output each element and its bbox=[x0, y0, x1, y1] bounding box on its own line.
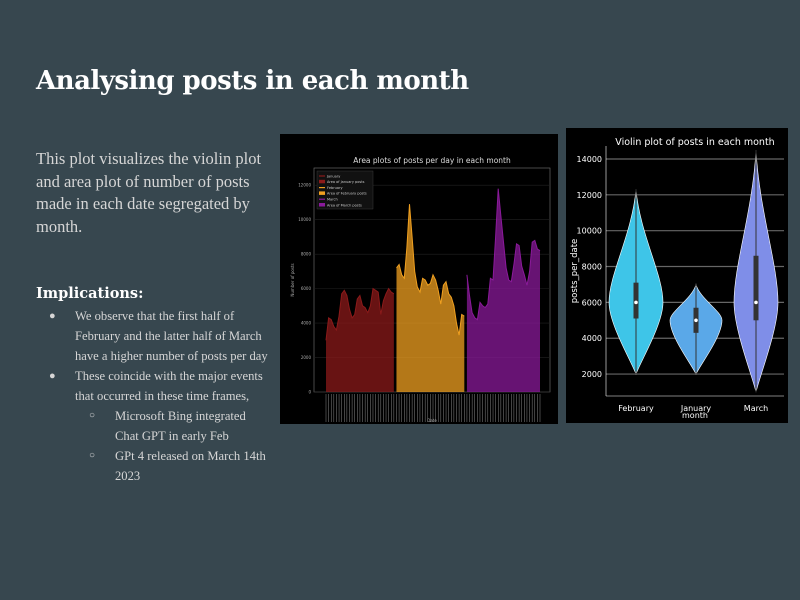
area-legend: January Area of January posts February Area… bbox=[316, 170, 374, 210]
violin-y-tick-label: 2000 bbox=[582, 370, 602, 379]
area-y-tick-label: 4000 bbox=[301, 321, 312, 326]
legend-label: Area of February posts bbox=[327, 192, 367, 196]
violin-x-tick-label: January bbox=[680, 404, 712, 413]
violin-x-tick-label: March bbox=[744, 404, 768, 413]
area-y-axis-label: Number of posts bbox=[290, 263, 295, 296]
violin-y-tick-label: 14000 bbox=[577, 155, 602, 164]
bullet-item: ● We observe that the first half of Febru… bbox=[36, 306, 271, 366]
sub-bullet-item: ○ Microsoft Bing integrated Chat GPT in e… bbox=[75, 406, 271, 446]
violin-y-tick-label: 12000 bbox=[577, 191, 602, 200]
sub-bullet-list: ○ Microsoft Bing integrated Chat GPT in e… bbox=[75, 406, 271, 486]
violin-y-tick-label: 10000 bbox=[577, 227, 602, 236]
area-line-february bbox=[396, 204, 465, 336]
legend-label: Area of January posts bbox=[327, 180, 365, 184]
violin-median-dot bbox=[754, 300, 758, 305]
area-y-tick-label: 0 bbox=[308, 390, 311, 395]
implications-heading: Implications: bbox=[36, 285, 144, 302]
sub-bullet-text: GPt 4 released on March 14th 2023 bbox=[115, 449, 266, 483]
violin-median-dot bbox=[694, 318, 698, 323]
intro-paragraph: This plot visualizes the violin plot and… bbox=[36, 149, 262, 236]
bullet-dot: ● bbox=[49, 370, 56, 382]
violin-chart-panel: 2000 4000 6000 8000 10000 12000 14000 February J… bbox=[566, 128, 788, 423]
violin-x-tick-label: February bbox=[618, 404, 654, 413]
slide-title: Analysing posts in each month bbox=[36, 66, 469, 96]
violin-y-tick-label: 8000 bbox=[582, 263, 602, 272]
legend-fill-swatch bbox=[319, 179, 325, 184]
legend-label: January bbox=[326, 174, 340, 178]
area-line-january bbox=[325, 287, 395, 341]
legend-fill-swatch bbox=[319, 203, 325, 207]
area-legend-box bbox=[316, 170, 374, 210]
area-y-tick-label: 6000 bbox=[301, 286, 312, 291]
area-fill-march bbox=[466, 188, 540, 392]
sub-bullet-item: ○ GPt 4 released on March 14th 2023 bbox=[75, 446, 271, 486]
legend-label: February bbox=[327, 186, 343, 190]
violin-chart: 2000 4000 6000 8000 10000 12000 14000 February J… bbox=[570, 137, 784, 420]
violin-median-dot bbox=[634, 300, 638, 305]
sub-bullet-text: Microsoft Bing integrated Chat GPT in ea… bbox=[115, 409, 246, 443]
sub-bullet-circle: ○ bbox=[89, 410, 96, 421]
legend-label: March bbox=[327, 198, 338, 202]
area-chart-title: Area plots of posts per day in each mont… bbox=[353, 156, 511, 165]
area-chart-panel: 0 2000 4000 6000 8000 10000 12000 Area plots of… bbox=[280, 134, 558, 424]
area-y-tick-label: 8000 bbox=[301, 252, 312, 257]
bullet-text: We observe that the first half of Februa… bbox=[75, 309, 268, 363]
area-y-tick-label: 12000 bbox=[298, 183, 311, 188]
area-fill-february bbox=[396, 204, 465, 392]
violin-iqr-box bbox=[753, 255, 759, 321]
area-fill-january bbox=[326, 288, 394, 392]
area-x-axis-label: Date bbox=[427, 418, 437, 423]
legend-fill-swatch bbox=[319, 191, 325, 195]
area-line-march bbox=[466, 188, 541, 321]
area-y-tick-label: 10000 bbox=[298, 217, 311, 222]
area-chart: 0 2000 4000 6000 8000 10000 12000 Area plots of… bbox=[290, 156, 551, 423]
implications-list: ● We observe that the first half of Febru… bbox=[36, 306, 271, 486]
bullet-item: ● These coincide with the major events th… bbox=[36, 366, 271, 486]
violin-y-axis-label: posts_per_date bbox=[570, 239, 580, 304]
area-y-tick-label: 2000 bbox=[301, 355, 312, 360]
violin-chart-title: Violin plot of posts in each month bbox=[615, 137, 774, 148]
sub-bullet-circle: ○ bbox=[89, 450, 96, 461]
violin-y-tick-label: 4000 bbox=[582, 334, 602, 343]
violin-y-tick-label: 6000 bbox=[582, 298, 602, 307]
bullet-text: These coincide with the major events tha… bbox=[75, 369, 263, 403]
bullet-dot: ● bbox=[49, 310, 56, 322]
legend-label: Area of March posts bbox=[327, 203, 362, 207]
violin-x-axis-label: month bbox=[682, 411, 708, 420]
